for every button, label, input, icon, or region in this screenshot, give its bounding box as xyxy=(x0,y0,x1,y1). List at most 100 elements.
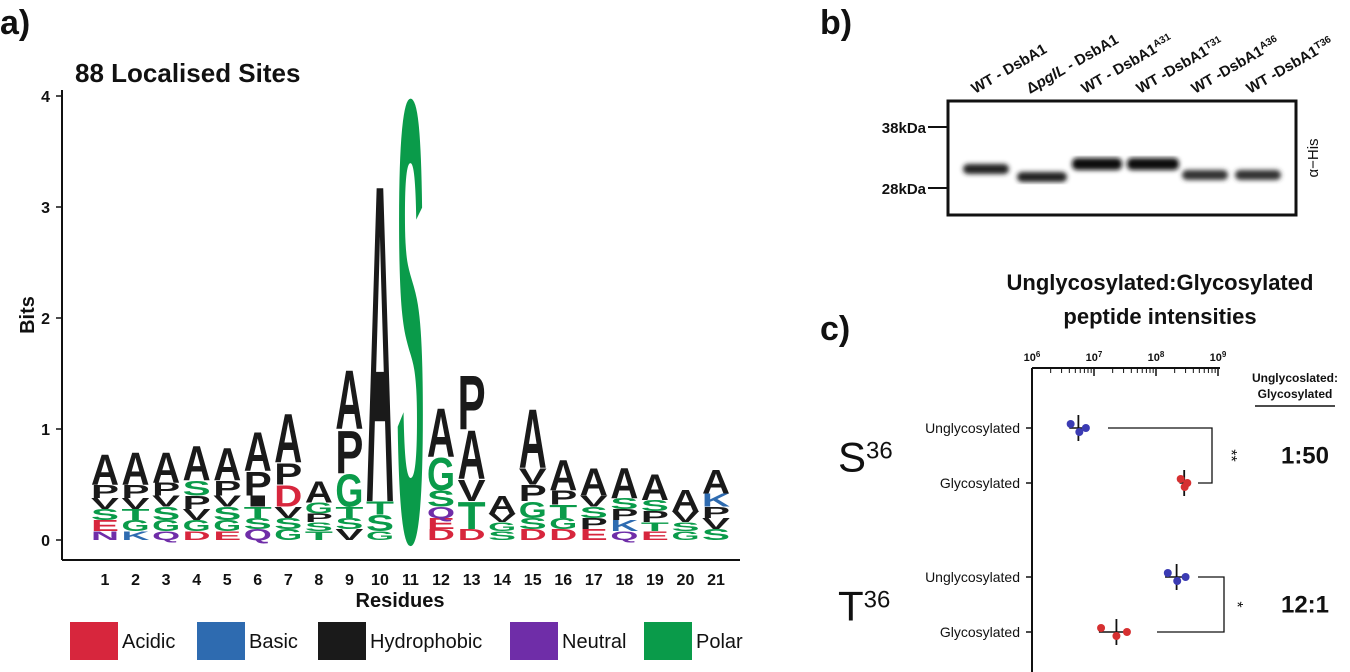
logo-letter: E xyxy=(427,516,455,533)
logo-letter: P xyxy=(122,481,150,502)
logo-letter: S xyxy=(519,516,547,533)
logo-letter: S xyxy=(366,510,394,536)
x-tick-label: 4 xyxy=(192,572,201,589)
logo-letter: A xyxy=(671,484,699,519)
logo-letter: A xyxy=(183,435,211,491)
logo-letter: A xyxy=(519,392,547,487)
logo-letter: A xyxy=(244,422,272,484)
x-tick-label: 17 xyxy=(585,572,603,589)
logo-letter: A xyxy=(610,458,638,507)
tick-exponent: 7 xyxy=(1098,350,1103,359)
logo-letter: P xyxy=(458,360,486,447)
dot xyxy=(1163,569,1172,577)
lane-label: WT - DsbA1A31 xyxy=(1078,31,1176,98)
lane-label-part: A36 xyxy=(1258,33,1280,52)
logo-letter: A xyxy=(305,475,333,510)
logo-letter: G xyxy=(152,518,180,535)
logo-letter: D xyxy=(458,527,486,544)
logo-letter: D xyxy=(519,527,547,544)
logo-letter: Q xyxy=(152,529,180,543)
logo-letter: Q xyxy=(427,505,455,522)
logo-letter: S xyxy=(641,498,669,515)
dot xyxy=(1112,632,1121,640)
logo-letter: S xyxy=(213,503,241,524)
site-label: S36 xyxy=(838,434,893,481)
logo-letter: S xyxy=(488,529,516,543)
logo-letter: G xyxy=(183,518,211,535)
x-tick-label: 10 xyxy=(371,572,389,589)
logo-letter: P xyxy=(580,516,608,533)
logo-letter: S xyxy=(305,520,333,534)
x-tick-label: 6 xyxy=(253,572,262,589)
legend-label: Hydrophobic xyxy=(370,631,482,653)
bands xyxy=(963,158,1281,182)
x-tick-label: 18 xyxy=(615,572,633,589)
ratio: 12:1 xyxy=(1281,592,1329,619)
ratio-header: Unglycoslated: xyxy=(1252,371,1338,385)
logo-letter: S xyxy=(702,527,730,544)
logo-letter: A xyxy=(274,400,302,477)
y-tick-label: 1 xyxy=(41,422,50,439)
logo-letter: A xyxy=(580,461,608,504)
logo-letter: V xyxy=(702,516,730,533)
logo-letter: P xyxy=(549,486,577,509)
tick-base: 10 xyxy=(1210,352,1222,364)
x-tick-label: 20 xyxy=(677,572,695,589)
panel-label: c) xyxy=(820,310,850,348)
logo-letter: E xyxy=(580,527,608,544)
row-label: Glycosylated xyxy=(940,475,1020,491)
logo-letter: A xyxy=(702,462,730,500)
logo-letter: P xyxy=(305,511,333,525)
logo-letter: T xyxy=(458,495,486,538)
bracket xyxy=(1157,576,1225,633)
logo-letter: P xyxy=(152,479,180,500)
logo-letter: N xyxy=(91,529,119,543)
logo-letter: Q xyxy=(244,527,272,544)
logo-letter: K xyxy=(610,518,638,535)
logo-letter: G xyxy=(335,466,363,517)
logo-letter: P xyxy=(244,465,272,503)
x-tick-label: 13 xyxy=(463,572,481,589)
logo-letter: V xyxy=(488,511,516,525)
logo-letter: V xyxy=(183,507,211,524)
band xyxy=(1127,158,1179,170)
tick-base: 10 xyxy=(1086,352,1098,364)
logo-letter: G xyxy=(488,520,516,534)
logo-letter: V xyxy=(580,493,608,510)
logo-letter: T xyxy=(335,505,364,522)
logo-letter: K xyxy=(122,529,151,543)
band xyxy=(1182,170,1228,180)
logo-letter: V xyxy=(91,496,119,513)
row-label: Unglycosylated xyxy=(925,420,1020,436)
logo-letter: S xyxy=(335,516,363,533)
legend-label: Polar xyxy=(696,631,743,653)
marker-label: 28kDa xyxy=(882,181,927,198)
logo-letter: S xyxy=(244,516,272,533)
site-sup: 36 xyxy=(864,586,891,613)
tick-base: 10 xyxy=(1024,352,1036,364)
site-label: T36 xyxy=(838,583,890,630)
antibody-label: α−His xyxy=(1305,138,1322,177)
x-tick-label: 21 xyxy=(707,572,725,589)
panel-label: a) xyxy=(0,4,30,42)
x-tick-label: 5 xyxy=(223,572,232,589)
logo-letter: T xyxy=(549,501,577,522)
dot xyxy=(1183,479,1192,487)
tick-exponent: 6 xyxy=(1036,350,1041,359)
x-tick-label: 12 xyxy=(432,572,450,589)
logo-letter: P xyxy=(274,457,302,492)
logo-letter: P xyxy=(641,509,669,526)
logo-letter: S xyxy=(274,516,302,533)
logo-letter: G xyxy=(213,518,241,535)
logo-letter: P xyxy=(183,492,211,513)
logo-title: 88 Localised Sites xyxy=(75,58,300,88)
logo-letter: A xyxy=(549,451,577,500)
legend-label: Basic xyxy=(249,631,298,653)
logo-letter: G xyxy=(671,529,699,543)
legend-swatch xyxy=(197,622,245,660)
band xyxy=(1072,158,1122,170)
legend-label: Neutral xyxy=(562,631,626,653)
logo-letter: T xyxy=(366,498,394,519)
row-label: Unglycosylated xyxy=(925,569,1020,585)
